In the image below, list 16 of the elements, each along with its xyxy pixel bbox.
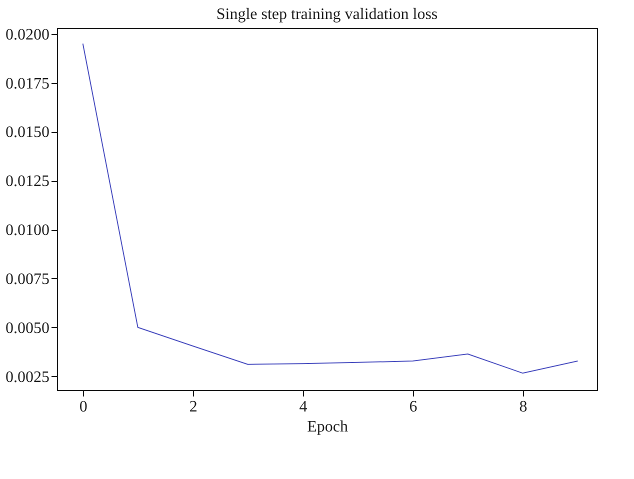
y-tick-label: 0.0150: [6, 124, 50, 142]
chart-title: Single step training validation loss: [216, 6, 438, 23]
y-tick-label: 0.0100: [6, 222, 50, 240]
line-series: [82, 43, 578, 374]
y-tick-label: 0.0175: [6, 75, 50, 92]
x-tick-label: 0: [79, 398, 88, 416]
x-tick-label: 8: [519, 398, 528, 416]
y-tick-label: 0.0125: [6, 173, 50, 190]
y-tick-label: 0.0200: [6, 26, 50, 44]
x-axis-title: Epoch: [307, 418, 348, 436]
x-tick-label: 4: [299, 398, 308, 416]
y-tick-label: 0.0025: [6, 368, 50, 386]
x-tick-label: 6: [409, 398, 418, 416]
y-tick-label: 0.0075: [6, 270, 50, 288]
y-tick-label: 0.0050: [6, 320, 50, 337]
x-tick-label: 2: [189, 398, 198, 416]
